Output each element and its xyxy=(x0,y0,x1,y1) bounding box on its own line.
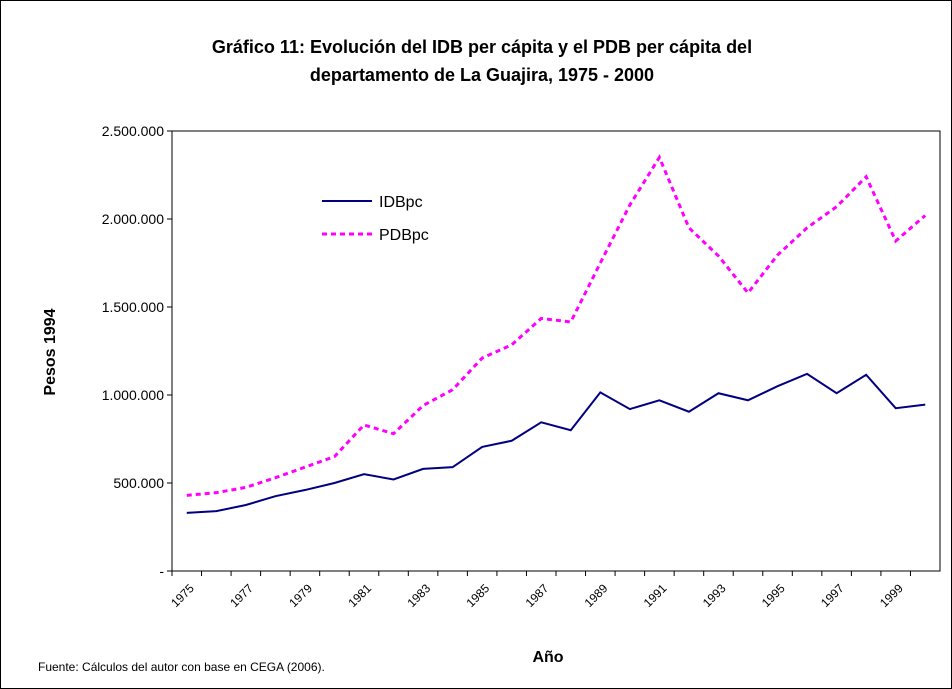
y-tick-label: 500.000 xyxy=(113,475,164,491)
series-line xyxy=(186,154,927,497)
y-tick-label: 1.000.000 xyxy=(102,387,164,403)
chart-title: Gráfico 11: Evolución del IDB per cápita… xyxy=(212,37,752,57)
x-axis-label: Año xyxy=(532,649,563,666)
y-tick-label: - xyxy=(159,563,164,579)
y-axis-label: Pesos 1994 xyxy=(42,308,59,395)
legend-label: PDBpc xyxy=(379,227,429,244)
chart-title: departamento de La Guajira, 1975 - 2000 xyxy=(310,65,654,85)
y-tick-label: 2.000.000 xyxy=(102,211,164,227)
series-line xyxy=(186,372,926,514)
y-tick-label: 1.500.000 xyxy=(102,299,164,315)
source-note: Fuente: Cálculos del autor con base en C… xyxy=(38,660,325,674)
legend-label: IDBpc xyxy=(379,194,423,211)
y-tick-label: 2.500.000 xyxy=(102,123,164,139)
